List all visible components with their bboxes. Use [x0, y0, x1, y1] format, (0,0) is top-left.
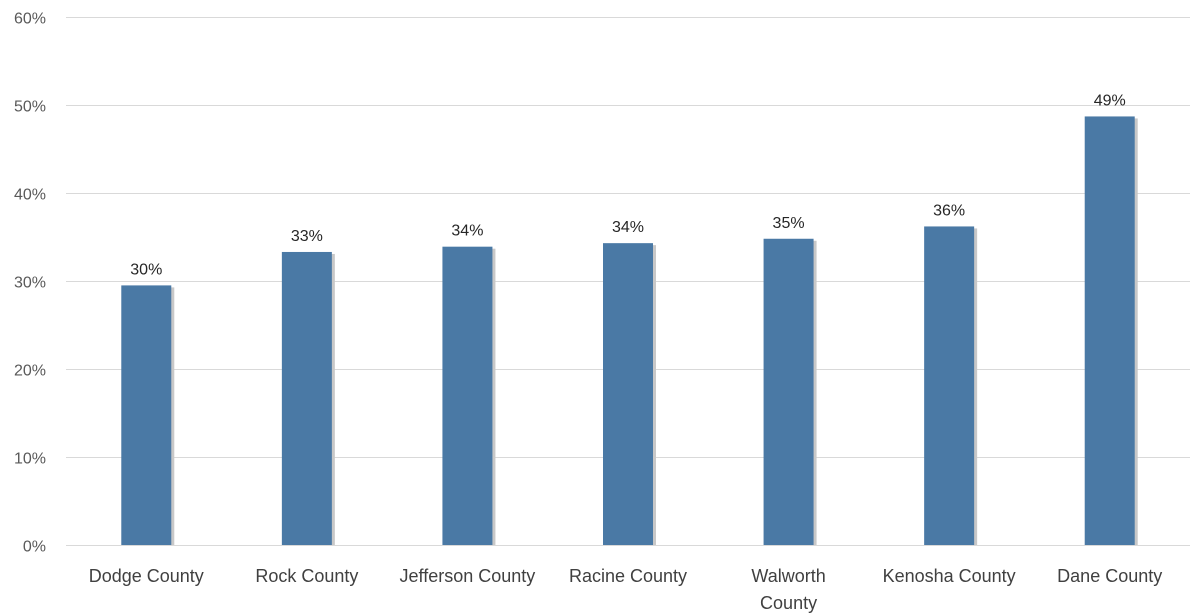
x-axis-labels: Dodge County Rock County Jefferson County R… [89, 566, 1163, 613]
bar [603, 243, 653, 545]
x-category-label-line: Rock County [255, 566, 358, 586]
x-category-label-line: Jefferson County [400, 566, 536, 586]
x-category-label: Dane County [1057, 566, 1162, 586]
bar [763, 238, 814, 545]
y-tick-label: 40% [14, 187, 46, 204]
data-label: 34% [612, 219, 644, 236]
y-tick-label: 60% [14, 11, 46, 28]
x-category-label-line: Walworth [751, 566, 825, 586]
y-tick-label: 30% [14, 275, 46, 292]
bar [924, 226, 975, 545]
data-label: 49% [1094, 92, 1126, 109]
x-category-label: Dodge County [89, 566, 204, 586]
x-category-label-line: Dodge County [89, 566, 204, 586]
data-label: 33% [291, 228, 323, 245]
bar [1084, 116, 1135, 545]
bars [121, 116, 1138, 545]
x-category-label-line: Kenosha County [883, 566, 1016, 586]
x-category-label: Jefferson County [400, 566, 536, 586]
y-tick-label: 50% [14, 99, 46, 116]
x-category-label-line: County [760, 593, 817, 613]
data-labels: 30% 33% 34% 34% 35% 36% 49% [130, 92, 1125, 278]
bar [121, 285, 172, 545]
data-label: 36% [933, 202, 965, 219]
y-tick-label: 20% [14, 363, 46, 380]
y-tick-label: 0% [23, 539, 46, 556]
y-axis-ticks: 0% 10% 20% 30% 40% 50% 60% [14, 11, 46, 556]
x-category-label: Walworth County [751, 566, 825, 613]
bar [281, 251, 332, 545]
data-label: 34% [451, 223, 483, 240]
bar [442, 246, 493, 545]
x-category-label: Kenosha County [883, 566, 1016, 586]
x-category-label-line: Racine County [569, 566, 687, 586]
x-category-label: Rock County [255, 566, 358, 586]
y-tick-label: 10% [14, 451, 46, 468]
data-label: 30% [130, 261, 162, 278]
x-category-label: Racine County [569, 566, 687, 586]
x-category-label-line: Dane County [1057, 566, 1162, 586]
data-label: 35% [773, 215, 805, 232]
